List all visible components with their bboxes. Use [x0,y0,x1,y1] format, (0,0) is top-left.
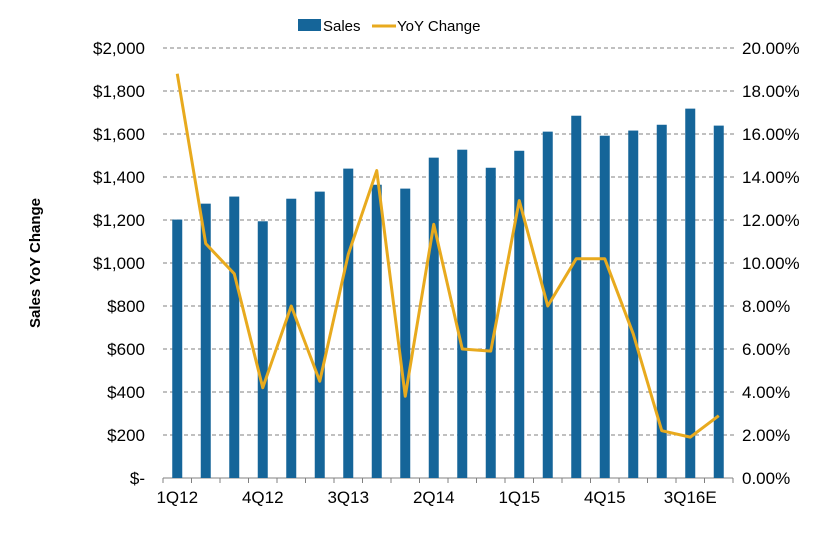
bar-4Q14 [486,168,496,478]
right-tick-label: 12.00% [742,211,800,230]
left-tick-label: $- [130,469,145,488]
legend-label-sales: Sales [323,18,361,35]
bar-2Q13 [315,192,325,478]
x-tick-label: 1Q12 [156,488,198,507]
bar-3Q14 [457,150,467,478]
bar-1Q14 [400,189,410,478]
right-tick-label: 4.00% [742,383,790,402]
right-tick-label: 0.00% [742,469,790,488]
legend-label-yoy: YoY Change [397,18,480,35]
bar-3Q16E [685,109,695,478]
right-tick-label: 6.00% [742,340,790,359]
right-tick-label: 10.00% [742,254,800,273]
left-tick-label: $1,800 [93,82,145,101]
left-tick-label: $1,400 [93,168,145,187]
bar-1Q16 [628,131,638,478]
bar-1Q12 [172,220,182,478]
y-axis-title: Sales YoY Change [27,198,44,328]
bar-2Q14 [429,158,439,478]
bar-3Q12 [229,197,239,478]
left-tick-label: $1,600 [93,125,145,144]
left-tick-label: $2,000 [93,39,145,58]
legend-swatch-sales [298,19,321,31]
left-tick-label: $1,000 [93,254,145,273]
bar-4Q12 [258,221,268,478]
left-tick-label: $400 [107,383,145,402]
left-tick-label: $600 [107,340,145,359]
right-tick-label: 2.00% [742,426,790,445]
x-tick-label: 4Q12 [242,488,284,507]
right-tick-label: 8.00% [742,297,790,316]
right-tick-label: 16.00% [742,125,800,144]
bar-4Q15 [600,136,610,478]
left-tick-label: $800 [107,297,145,316]
left-tick-label: $1,200 [93,211,145,230]
x-tick-label: 2Q14 [413,488,455,507]
bar-2Q16 [657,125,667,478]
right-tick-label: 14.00% [742,168,800,187]
right-tick-label: 20.00% [742,39,800,58]
x-tick-label: 3Q16E [664,488,717,507]
x-tick-label: 1Q15 [498,488,540,507]
bar-3Q15 [571,116,581,478]
x-tick-label: 4Q15 [584,488,626,507]
x-tick-label: 3Q13 [327,488,369,507]
bar-4Q16E [714,126,724,478]
bar-4Q13 [372,185,382,478]
left-tick-label: $200 [107,426,145,445]
bar-3Q13 [343,169,353,478]
bar-1Q13 [286,199,296,478]
right-tick-label: 18.00% [742,82,800,101]
